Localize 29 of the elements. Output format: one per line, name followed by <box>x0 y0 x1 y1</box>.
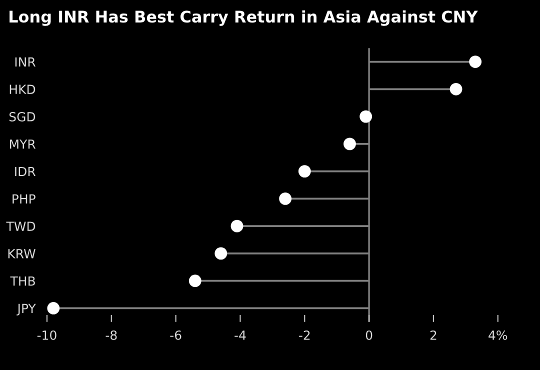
point <box>298 165 311 178</box>
point <box>360 110 372 123</box>
point <box>344 138 356 150</box>
y-tick-label: MYR <box>10 140 36 149</box>
y-tick-label: HKD <box>10 84 36 94</box>
x-tick-label: 0 <box>366 330 372 340</box>
x-tick-label: -6 <box>170 330 182 340</box>
chart-title: Long INR Has Best Carry Return in Asia Against CNY <box>10 10 478 26</box>
point <box>469 56 482 68</box>
x-tick-label: -4 <box>234 330 246 340</box>
y-tick-label: IDR <box>15 166 36 176</box>
point <box>188 274 202 288</box>
y-tick-label: PHP <box>12 194 36 204</box>
point <box>214 247 228 260</box>
point <box>47 302 60 314</box>
point <box>230 220 244 232</box>
x-tick-label: -2 <box>299 330 310 340</box>
y-tick-label: INR <box>15 57 36 67</box>
y-tick-label: TWD <box>6 222 36 231</box>
y-tick-label: KRW <box>8 249 36 258</box>
x-tick-label: -8 <box>106 330 117 340</box>
point <box>279 192 292 205</box>
y-tick-label: THB <box>10 276 35 286</box>
x-tick-label: 2 <box>430 330 436 340</box>
x-tick-label: -10 <box>37 330 56 340</box>
point <box>450 82 462 96</box>
x-tick-label: 4% <box>488 330 508 340</box>
y-tick-label: JPY <box>16 304 36 316</box>
y-tick-label: SGD <box>9 112 36 122</box>
